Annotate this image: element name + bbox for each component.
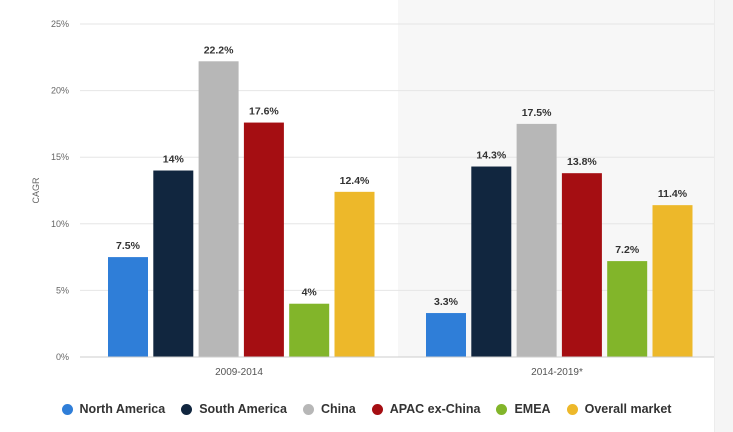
data-label: 11.4% [658, 188, 688, 200]
legend-label: APAC ex-China [389, 402, 481, 416]
bar-china [198, 61, 239, 358]
data-label: 3.3% [434, 296, 459, 308]
y-tick-label: 15% [51, 152, 69, 162]
bar-china [516, 123, 557, 358]
bar-north-america [426, 313, 466, 357]
bar-overall-market [334, 191, 375, 357]
y-axis-title: CAGR [31, 177, 41, 204]
data-label: 13.8% [567, 156, 597, 168]
x-category-label: 2014-2019* [531, 367, 583, 378]
legend-item-china[interactable]: China [302, 402, 356, 416]
legend: North America South America China APAC ex-C… [0, 402, 733, 416]
legend-marker [371, 403, 383, 415]
legend-item-south-america[interactable]: South America [181, 402, 287, 416]
y-tick-label: 0% [56, 352, 69, 362]
y-tick-label: 5% [56, 285, 69, 295]
legend-label: South America [199, 402, 287, 416]
data-label: 14% [163, 154, 185, 166]
side-scroll-strip [714, 0, 733, 432]
legend-marker [302, 403, 314, 415]
bar-south-america [471, 166, 512, 357]
data-label: 22.2% [204, 44, 234, 56]
data-label: 17.5% [522, 107, 552, 119]
data-label: 17.6% [249, 106, 279, 118]
bar-apac-ex-china [561, 173, 602, 357]
x-category-label: 2009-2014 [215, 367, 263, 378]
bar-north-america [108, 257, 148, 357]
data-label: 12.4% [340, 175, 370, 187]
legend-marker [181, 403, 193, 415]
legend-item-north-america[interactable]: North America [61, 402, 166, 416]
bar-overall-market [652, 205, 693, 357]
y-tick-label: 10% [51, 219, 69, 229]
bar-emea [607, 261, 648, 357]
data-label: 7.2% [615, 244, 640, 256]
y-tick-label: 20% [51, 86, 69, 96]
bar-emea [289, 303, 330, 357]
bar-apac-ex-china [243, 122, 284, 358]
y-tick-label: 25% [51, 19, 69, 29]
data-label: 7.5% [116, 240, 141, 252]
legend-marker [496, 403, 508, 415]
legend-item-emea[interactable]: EMEA [496, 402, 551, 416]
bar-south-america [153, 170, 194, 357]
legend-marker [566, 403, 578, 415]
legend-label: China [320, 402, 356, 416]
legend-label: Overall market [584, 402, 672, 416]
legend-label: North America [79, 402, 166, 416]
data-label: 4% [302, 287, 318, 299]
data-label: 14.3% [476, 150, 506, 162]
legend-item-overall-market[interactable]: Overall market [566, 402, 672, 416]
legend-marker [61, 403, 73, 415]
legend-label: EMEA [514, 402, 551, 416]
legend-item-apac-ex-china[interactable]: APAC ex-China [371, 402, 481, 416]
